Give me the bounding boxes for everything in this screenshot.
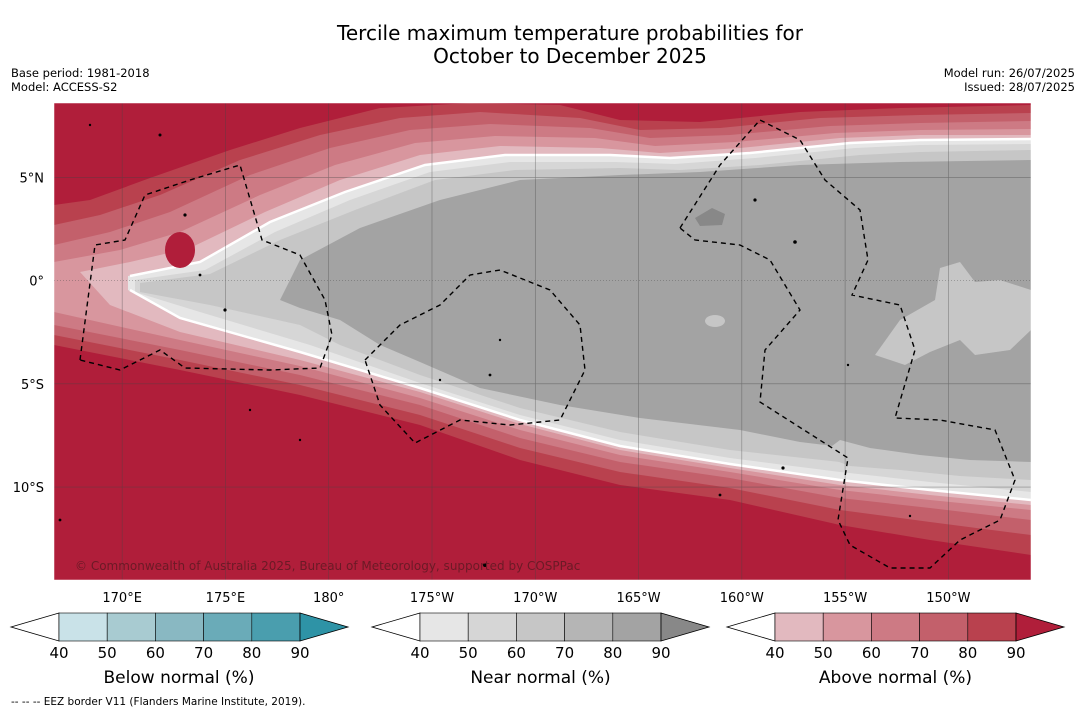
colorbar-1 <box>370 612 711 642</box>
colorbar-tick-label: 60 <box>861 644 881 662</box>
model-name: Model: ACCESS-S2 <box>11 80 118 94</box>
colorbar-segment <box>58 612 108 642</box>
lat-label: 5°N <box>20 171 45 186</box>
lon-label: 170°W <box>513 591 557 606</box>
colorbar-segment <box>251 612 301 642</box>
issued-date: Issued: 28/07/2025 <box>964 80 1075 94</box>
eez-footnote: -- -- -- EEZ border V11 (Flanders Marine… <box>11 696 306 708</box>
colorbar-segment <box>155 612 204 642</box>
colorbar-tick-label: 90 <box>290 644 310 662</box>
base-period: Base period: 1981-2018 <box>11 66 150 80</box>
colorbar-tick-label: 40 <box>765 644 785 662</box>
colorbar-segment <box>419 612 469 642</box>
colorbar-tick-label: 50 <box>813 644 833 662</box>
near-normal-60-pocket-east <box>875 262 1031 365</box>
colorbar-segment <box>516 612 565 642</box>
model-run: Model run: 26/07/2025 <box>943 66 1075 80</box>
colorbars <box>9 612 1066 642</box>
colorbar-tick-label: 80 <box>958 644 978 662</box>
chart-title: Tercile maximum temperature probabilitie… <box>0 22 1085 68</box>
lon-label: 155°W <box>823 591 867 606</box>
colorbar-tick-label: 80 <box>242 644 262 662</box>
islands <box>58 123 912 567</box>
colorbar-tick-label: 90 <box>1006 644 1026 662</box>
lon-label: 165°W <box>616 591 660 606</box>
lon-label: 175°W <box>410 591 454 606</box>
colorbar-tick-label: 90 <box>651 644 671 662</box>
near-normal-70-band <box>280 160 1031 470</box>
longitude-labels: 170°E 175°E 180° 175°W 170°W 165°W 160°W 155°W 1… <box>102 591 970 606</box>
map-frame <box>53 102 1032 581</box>
lon-label: 150°W <box>926 591 970 606</box>
colorbar-segment <box>967 612 1017 642</box>
meta-right: Model run: 26/07/2025 Issued: 28/07/2025 <box>944 66 1075 94</box>
colorbar-segment <box>564 612 614 642</box>
colorbar-segment <box>612 612 662 642</box>
colorbar-tick-label: 40 <box>49 644 69 662</box>
latitude-labels: 5°N 0° 5°S 10°S <box>13 171 44 496</box>
eez-border-kiribati-gilberts <box>79 164 333 371</box>
colorbar-extend-low <box>9 612 60 642</box>
colorbar-extend-high <box>299 612 350 642</box>
colorbar-extend-high <box>660 612 711 642</box>
colorbar-tick-label: 50 <box>458 644 478 662</box>
threshold-edge-south <box>129 288 1031 502</box>
colorbar-segment <box>822 612 872 642</box>
lat-label: 10°S <box>13 481 44 496</box>
colorbar-segment <box>919 612 969 642</box>
title-line-1: Tercile maximum temperature probabilitie… <box>337 21 803 45</box>
near-normal-80-pocket <box>695 208 725 226</box>
colorbar-segment <box>106 612 156 642</box>
colorbar-extend-low <box>370 612 421 642</box>
colorbar-extend-low <box>725 612 776 642</box>
colorbar-2 <box>725 612 1066 642</box>
lat-label: 0° <box>29 275 44 290</box>
lon-label: 180° <box>313 591 344 606</box>
colorbar-tick-label: 80 <box>603 644 623 662</box>
colorbar-below-label: Below normal (%) <box>103 668 255 688</box>
eez-borders <box>79 119 1016 569</box>
above-normal-hotspot <box>165 232 195 268</box>
colorbar-above-label: Above normal (%) <box>818 668 973 688</box>
lon-label: 160°W <box>720 591 764 606</box>
colorbar-tick-label: 60 <box>145 644 165 662</box>
near-normal-60-pocket-south <box>820 440 1031 480</box>
colorbar-tick-label: 60 <box>506 644 526 662</box>
gridlines <box>54 103 1031 580</box>
title-line-2: October to December 2025 <box>433 44 707 68</box>
colorbar-tick-label: 70 <box>194 644 214 662</box>
near-normal-60-pocket-small <box>705 315 725 327</box>
colorbar-near-label: Near normal (%) <box>470 668 611 688</box>
eez-border-kiribati-line <box>679 119 1016 569</box>
copyright-notice: © Commonwealth of Australia 2025, Bureau… <box>75 559 580 573</box>
lon-label: 175°E <box>206 591 246 606</box>
colorbar-segment <box>203 612 253 642</box>
colorbar-tick-label: 70 <box>910 644 930 662</box>
lon-label: 170°E <box>102 591 142 606</box>
colorbar-extend-high <box>1015 612 1066 642</box>
colorbar-segment <box>774 612 824 642</box>
colorbar-tick-label: 40 <box>410 644 430 662</box>
eez-border-kiribati-phoenix <box>364 269 586 444</box>
colorbar-tick-label: 50 <box>97 644 117 662</box>
lat-label: 5°S <box>21 378 44 393</box>
colorbar-segment <box>467 612 517 642</box>
colorbar-0 <box>9 612 350 642</box>
map-field: © Commonwealth of Australia 2025, Bureau… <box>54 103 1031 580</box>
meta-left: Base period: 1981-2018 Model: ACCESS-S2 <box>11 66 150 94</box>
colorbar-segment <box>871 612 920 642</box>
colorbar-tick-label: 70 <box>555 644 575 662</box>
